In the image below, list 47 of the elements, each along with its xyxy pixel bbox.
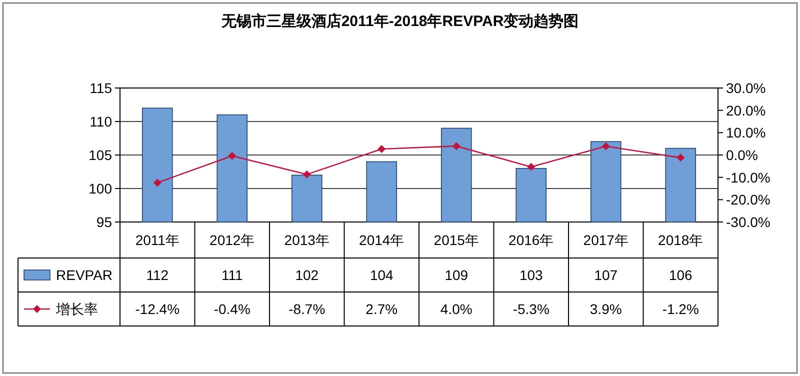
data-label: -0.4% (214, 301, 250, 317)
point (302, 170, 311, 178)
y2-tick-label: -10.0% (726, 169, 770, 186)
y2-tick-label: 30.0% (726, 80, 766, 96)
data-label: 109 (444, 267, 468, 283)
legend-label: 增长率 (55, 301, 98, 317)
data-label: 4.0% (440, 301, 472, 317)
y-tick-label: 110 (90, 114, 112, 130)
data-label: 112 (146, 267, 169, 283)
data-label: -12.4% (135, 301, 180, 317)
y-tick-label: 100 (88, 180, 112, 196)
x-tick-label: 2018年 (658, 232, 704, 248)
data-label: 104 (370, 267, 394, 283)
data-label: 106 (668, 267, 693, 283)
data-label: 111 (221, 267, 243, 283)
data-label: -5.3% (512, 301, 550, 317)
y2-tick-label: -30.0% (726, 214, 770, 230)
x-tick-label: 2014年 (359, 232, 404, 248)
data-label: -8.7% (288, 301, 326, 317)
data-label: 102 (295, 267, 319, 283)
point (676, 154, 685, 162)
point (602, 142, 610, 150)
point (378, 144, 386, 153)
x-tick-label: 2015年 (434, 232, 479, 248)
point (452, 142, 460, 150)
data-label: -1.2% (662, 301, 699, 317)
y2-tick-label: -20.0% (726, 192, 770, 208)
data-label: 107 (594, 267, 618, 283)
x-tick-label: 2013年 (284, 232, 330, 248)
chart-title: 无锡市三星级酒店2011年-2018年REVPAR变动趋势图 (220, 12, 579, 30)
x-tick-label: 2017年 (583, 232, 628, 248)
data-label: 3.9% (590, 301, 622, 317)
legend-label: REVPAR (56, 267, 113, 283)
x-tick-label: 2016年 (508, 232, 554, 248)
data-label: 2.7% (366, 301, 398, 317)
y-tick-label: 95 (96, 214, 112, 230)
point (228, 152, 236, 160)
y2-tick-label: 10.0% (726, 124, 766, 141)
x-tick-label: 2011年 (135, 232, 180, 248)
point (153, 178, 162, 187)
x-tick-label: 2012年 (210, 232, 255, 248)
y-tick-label: 115 (90, 80, 112, 96)
data-label: 103 (519, 267, 544, 283)
y2-tick-label: 0.0% (726, 147, 758, 163)
y2-tick-label: 20.0% (726, 102, 766, 118)
y-tick-label: 105 (88, 147, 112, 163)
point (527, 162, 536, 171)
